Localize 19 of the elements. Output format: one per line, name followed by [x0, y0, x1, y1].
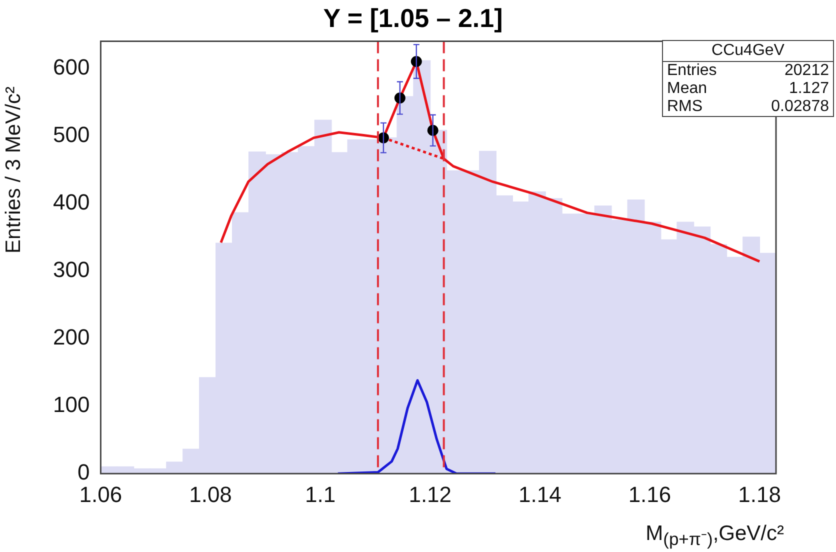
y-tick-label: 200	[52, 324, 90, 350]
y-tick-label: 300	[52, 256, 90, 282]
x-tick-label: 1.08	[189, 482, 232, 507]
text: Mean 1.127	[667, 80, 829, 97]
x-axis-title: M$_{(p+π⁻)}$,GeV/c²	[646, 522, 784, 550]
y-tick-label: 400	[52, 189, 90, 214]
x-tick-label: 1.16	[628, 482, 672, 507]
y-tick-label: 600	[52, 54, 90, 80]
x-tick-label: 1.14	[518, 482, 562, 507]
text: Entries 20212	[667, 62, 829, 79]
x-tick-label: 1.18	[738, 482, 781, 507]
annotation: CCu4GeV	[663, 41, 833, 62]
chart-title: Y = [1.05 – 2.1]	[323, 2, 503, 33]
text: RMS 0.02878	[667, 98, 829, 115]
x-tick-label: 1.1	[305, 482, 336, 507]
y-tick-label: 100	[52, 392, 90, 418]
y-tick-label: 500	[52, 122, 90, 147]
y-axis-title: Entries / 3 MeV/c²	[2, 86, 26, 254]
x-tick-label: 1.12	[408, 482, 452, 507]
